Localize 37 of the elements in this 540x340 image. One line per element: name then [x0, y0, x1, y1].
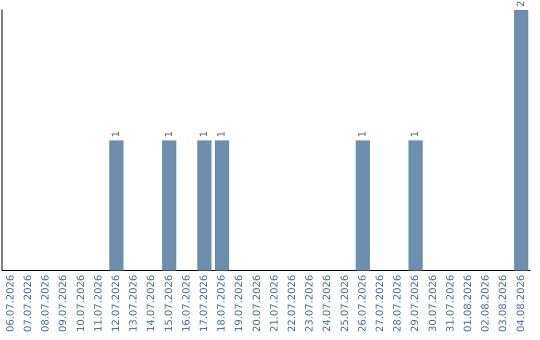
x-tick-label: 06.07.2026 [5, 274, 16, 332]
x-tick-label: 08.07.2026 [40, 274, 52, 332]
x-tick-label: 18.07.2026 [216, 274, 228, 332]
data-label: 1 [410, 130, 422, 138]
x-tick-label: 13.07.2026 [128, 274, 140, 332]
x-tick-label: 26.07.2026 [357, 274, 368, 332]
x-tick-label: 23.07.2026 [304, 274, 316, 332]
x-tick-label: 15.07.2026 [164, 274, 175, 332]
x-tick-label: 22.07.2026 [286, 274, 298, 332]
data-label: 1 [216, 130, 228, 138]
x-tick-label: 12.07.2026 [110, 274, 122, 332]
x-tick-label: 01.08.2026 [462, 274, 474, 332]
x-tick-label: 19.07.2026 [234, 274, 246, 332]
x-tick-label: 16.07.2026 [181, 274, 192, 332]
x-tick-label: 29.07.2026 [410, 274, 422, 332]
data-label: 1 [110, 130, 122, 138]
data-label: 1 [357, 130, 368, 138]
x-tick-label: 03.08.2026 [498, 274, 510, 332]
data-label: 1 [164, 130, 175, 138]
x-tick-label: 24.07.2026 [322, 274, 334, 332]
x-tick-label: 11.07.2026 [93, 274, 104, 332]
x-tick-label: 31.07.2026 [445, 274, 456, 332]
x-tick-label: 04.08.2026 [516, 274, 527, 332]
x-tick-label: 02.08.2026 [480, 274, 492, 332]
x-tick-label: 30.07.2026 [428, 274, 439, 332]
x-tick-label: 27.07.2026 [374, 274, 386, 332]
x-tick-label: 09.07.2026 [58, 274, 70, 332]
data-label: 2 [516, 0, 527, 7]
x-tick-label: 25.07.2026 [340, 274, 351, 332]
x-tick-label: 17.07.2026 [198, 274, 210, 332]
x-tick-label: 21.07.2026 [269, 274, 280, 332]
x-tick-label: 20.07.2026 [252, 274, 263, 332]
data-label: 1 [198, 130, 210, 138]
x-tick-label: 10.07.2026 [76, 274, 87, 332]
x-tick-label: 07.07.2026 [22, 274, 34, 332]
x-tick-label: 28.07.2026 [392, 274, 404, 332]
x-tick-label: 14.07.2026 [146, 274, 158, 332]
